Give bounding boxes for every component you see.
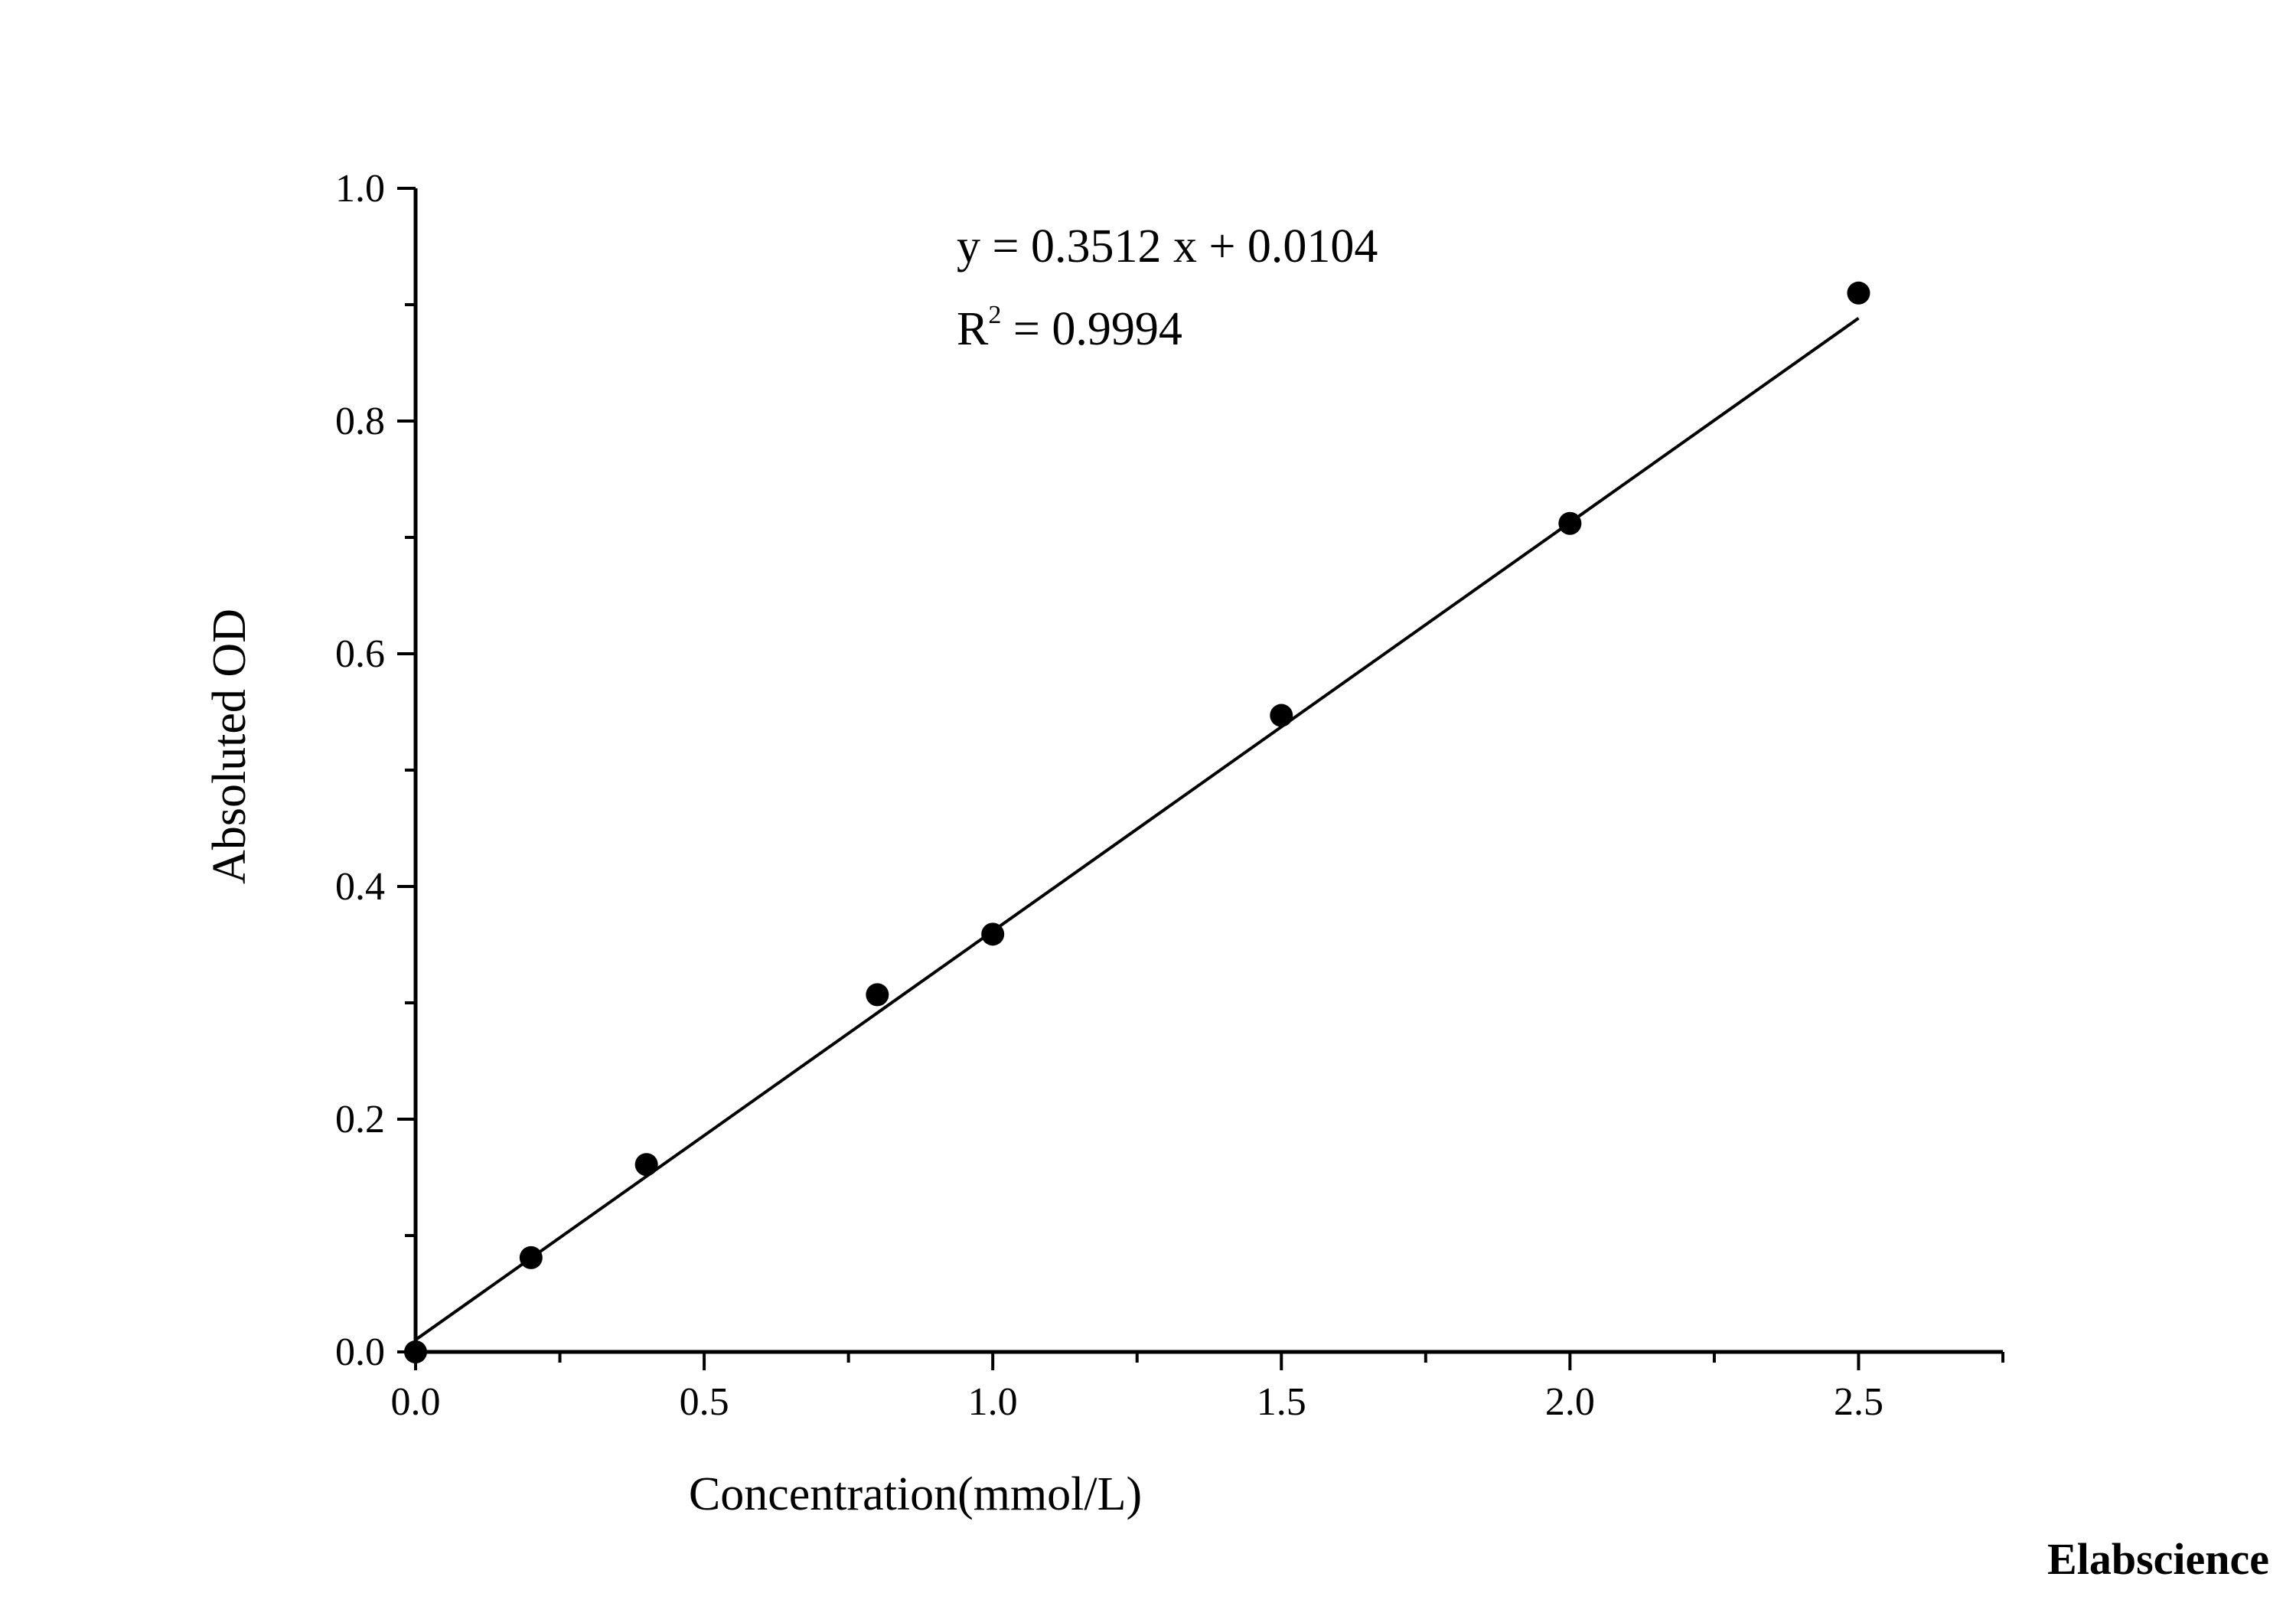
data-point	[519, 1246, 543, 1269]
equation-annotation: y = 0.3512 x + 0.0104	[957, 220, 1378, 273]
data-point	[1847, 281, 1870, 305]
x-tick-label: 1.0	[968, 1380, 1018, 1424]
data-point	[634, 1153, 658, 1177]
y-tick-label: 0.4	[335, 865, 385, 909]
r-squared-superscript: 2	[988, 301, 1001, 329]
data-point	[981, 922, 1005, 946]
y-tick-label: 0.0	[335, 1330, 385, 1374]
trendline	[414, 316, 1860, 1341]
r-squared-annotation: R2 = 0.9994	[957, 301, 1182, 355]
r-squared-value: = 0.9994	[1001, 303, 1182, 355]
y-tick-label: 0.2	[335, 1098, 385, 1141]
y-axis-title: Absoluted OD	[204, 609, 256, 884]
data-point	[404, 1340, 427, 1363]
data-point	[1558, 511, 1582, 535]
x-tick-label: 2.0	[1545, 1380, 1595, 1424]
x-tick-label: 2.5	[1834, 1380, 1883, 1424]
data-point	[1270, 704, 1293, 727]
x-tick-label: 0.5	[680, 1380, 729, 1424]
x-tick-label: 1.5	[1257, 1380, 1306, 1424]
watermark-logo: Elabscience	[2047, 1534, 2269, 1584]
data-point	[866, 983, 889, 1007]
r-squared-prefix: R	[957, 303, 989, 355]
y-tick-label: 0.6	[335, 632, 385, 676]
y-tick-label: 0.8	[335, 400, 385, 443]
y-tick-label: 1.0	[335, 167, 385, 211]
plot-layer: 0.0 0.5 1.0 1.5 2.0 2.5 0.0 0.2 0.4 0.6 0.8 1.0	[335, 167, 2004, 1424]
x-tick-label: 0.0	[391, 1380, 441, 1424]
x-axis-title: Concentration(mmol/L)	[689, 1468, 1142, 1520]
